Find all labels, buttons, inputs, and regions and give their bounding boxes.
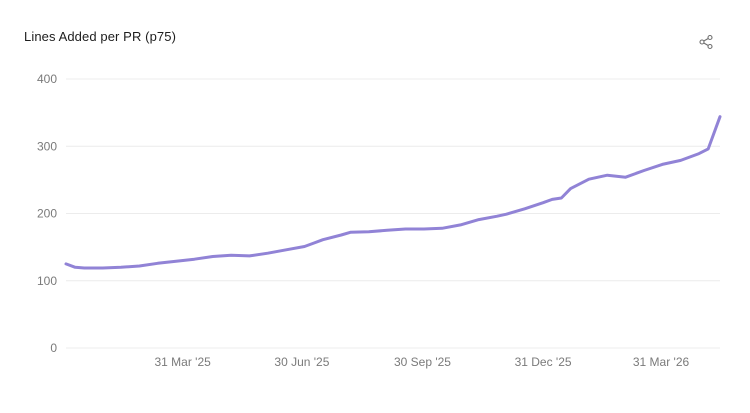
data-point <box>74 266 76 268</box>
data-point <box>157 262 159 264</box>
data-point <box>340 234 342 236</box>
data-point <box>624 176 626 178</box>
data-point <box>212 255 214 257</box>
data-point <box>423 228 425 230</box>
data-point <box>551 198 553 200</box>
y-axis-ticks: 0 100 200 300 400 <box>37 72 57 355</box>
share-button[interactable] <box>696 32 716 52</box>
data-point <box>643 169 645 171</box>
share-icon <box>699 34 713 50</box>
data-point <box>386 229 388 231</box>
data-point <box>83 267 85 269</box>
data-point <box>175 260 177 262</box>
x-tick-label: 30 Jun '25 <box>274 355 329 369</box>
data-point <box>441 227 443 229</box>
data-point <box>588 178 590 180</box>
data-point <box>102 267 104 269</box>
data-point <box>349 231 351 233</box>
data-point <box>606 174 608 176</box>
y-tick-label: 400 <box>37 72 57 86</box>
x-tick-label: 31 Mar '25 <box>154 355 211 369</box>
y-tick-label: 300 <box>37 139 57 153</box>
data-point <box>313 242 315 244</box>
data-point <box>661 163 663 165</box>
data-point <box>680 159 682 161</box>
series-line-0 <box>64 115 722 270</box>
data-point <box>138 265 140 267</box>
data-point <box>719 116 721 118</box>
y-tick-label: 200 <box>37 207 57 221</box>
data-point <box>193 258 195 260</box>
y-tick-label: 0 <box>50 341 57 355</box>
data-point <box>698 152 700 154</box>
data-point <box>496 215 498 217</box>
data-point <box>459 224 461 226</box>
data-point <box>560 197 562 199</box>
data-point <box>230 254 232 256</box>
x-tick-label: 31 Mar '26 <box>633 355 690 369</box>
data-point <box>478 218 480 220</box>
data-point <box>267 252 269 254</box>
x-axis-ticks: 31 Mar '25 30 Jun '25 30 Sep '25 31 Dec '25… <box>154 355 689 369</box>
data-point <box>322 239 324 241</box>
data-point <box>569 187 571 189</box>
y-tick-label: 100 <box>37 274 57 288</box>
chart-title: Lines Added per PR (p75) <box>24 29 176 44</box>
x-tick-label: 31 Dec '25 <box>515 355 572 369</box>
data-point <box>542 202 544 204</box>
data-point <box>707 148 709 150</box>
series-layer <box>64 115 722 270</box>
x-tick-label: 30 Sep '25 <box>394 355 451 369</box>
data-point <box>505 213 507 215</box>
data-point <box>303 245 305 247</box>
data-point <box>248 255 250 257</box>
grid-lines <box>66 78 720 349</box>
data-point <box>65 263 67 265</box>
data-point <box>285 249 287 251</box>
data-point <box>368 231 370 233</box>
data-point <box>524 208 526 210</box>
data-point <box>120 266 122 268</box>
data-point <box>404 228 406 230</box>
